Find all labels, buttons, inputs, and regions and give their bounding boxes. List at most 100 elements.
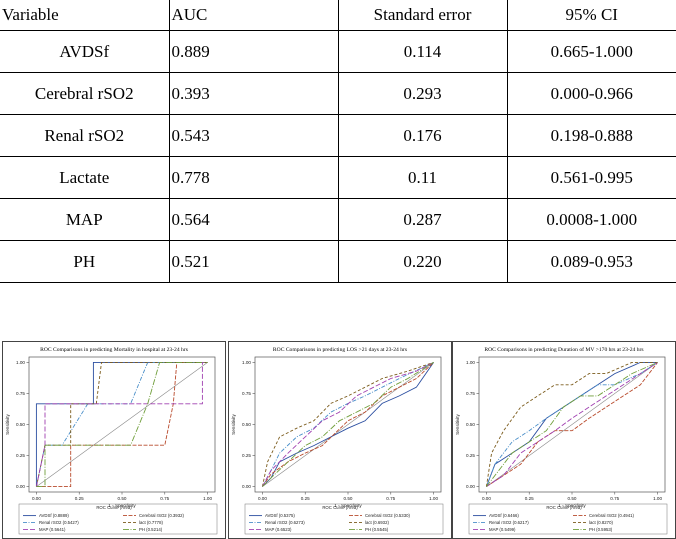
- legend-entry: PH (0.5545): [365, 527, 389, 532]
- y-tick-label: 0.00: [242, 484, 251, 489]
- y-tick-label: 0.00: [16, 484, 25, 489]
- cell-auc: 0.393: [168, 72, 339, 115]
- header-ci: 95% CI: [506, 0, 676, 31]
- cell-auc: 0.889: [168, 30, 339, 73]
- x-axis-label: 1 - Specificity: [108, 503, 136, 508]
- x-tick-label: 0.25: [301, 496, 310, 501]
- x-tick-label: 0.50: [344, 496, 353, 501]
- legend-entry: lact (0.7778): [139, 520, 163, 525]
- x-tick-label: 1.00: [653, 496, 662, 501]
- y-axis-label: Sensitivity: [5, 413, 10, 434]
- legend-entry: MAP (0.5641): [39, 527, 66, 532]
- roc-chart-los: ROC Comparisons in predicting LOS >21 da…: [228, 341, 452, 539]
- y-tick-label: 0.75: [16, 391, 25, 396]
- table-row: PH 0.521 0.220 0.089-0.953: [0, 240, 676, 283]
- y-tick-label: 0.50: [466, 422, 475, 427]
- y-axis-label: Sensitivity: [231, 413, 236, 434]
- x-tick-label: 0.50: [568, 496, 577, 501]
- legend-entry: Renal rSO2 (0.6217): [489, 520, 529, 525]
- legend-entry: Cerebral rSO2 (0.3932): [139, 513, 184, 518]
- roc-curve-line: [36, 361, 208, 488]
- legend-entry: Renal rSO2 (0.5427): [39, 520, 79, 525]
- chart-title: ROC Comparisons in predicting LOS >21 da…: [273, 347, 407, 353]
- y-tick-label: 0.25: [16, 453, 25, 458]
- cell-variable: MAP: [0, 198, 170, 241]
- cell-standard-error: 0.287: [337, 198, 508, 241]
- y-tick-label: 0.00: [466, 484, 475, 489]
- x-axis-label: 1 - Specificity: [558, 503, 586, 508]
- y-tick-label: 0.50: [242, 422, 251, 427]
- roc-chart-svg: ROC Comparisons in predicting Mortality …: [5, 347, 218, 535]
- x-tick-label: 0.00: [32, 496, 41, 501]
- header-auc: AUC: [168, 0, 339, 31]
- cell-variable: AVDSf: [0, 30, 170, 73]
- legend-entry: Renal rSO2 (0.6273): [265, 520, 305, 525]
- roc-curve-line: [486, 362, 658, 487]
- y-tick-label: 1.00: [466, 360, 475, 365]
- table-row: Renal rSO2 0.543 0.176 0.198-0.888: [0, 114, 676, 157]
- y-tick-label: 0.25: [466, 453, 475, 458]
- y-tick-label: 0.50: [16, 422, 25, 427]
- roc-curve-line: [485, 361, 658, 487]
- legend-entry: Cerebral rSO2 (0.5330): [365, 513, 410, 518]
- legend-entry: AVDSf (0.6466): [489, 513, 519, 518]
- roc-curve-line: [35, 361, 208, 487]
- cell-ci: 0.665-1.000: [506, 30, 676, 73]
- cell-auc: 0.521: [168, 240, 339, 283]
- header-variable: Variable: [0, 0, 170, 31]
- table-header-row: Variable AUC Standard error 95% CI: [0, 0, 676, 31]
- cell-auc: 0.543: [168, 114, 339, 157]
- x-tick-label: 0.25: [75, 496, 84, 501]
- roc-curve-line: [262, 362, 434, 487]
- cell-auc: 0.564: [168, 198, 339, 241]
- cell-auc: 0.778: [168, 156, 339, 199]
- roc-curve-line: [261, 361, 434, 487]
- x-tick-label: 0.75: [386, 496, 395, 501]
- legend-title: ROC Curve (Area): [322, 505, 358, 510]
- legend-entry: lact (0.6932): [365, 520, 389, 525]
- y-tick-label: 0.25: [242, 453, 251, 458]
- x-tick-label: 1.00: [203, 496, 212, 501]
- cell-standard-error: 0.176: [337, 114, 508, 157]
- roc-curve-line: [486, 362, 658, 487]
- reference-diagonal: [36, 362, 208, 487]
- x-tick-label: 0.75: [610, 496, 619, 501]
- legend-entry: Cerebral rSO2 (0.4941): [589, 513, 634, 518]
- cell-standard-error: 0.114: [337, 30, 508, 73]
- cell-ci: 0.000-0.966: [506, 72, 676, 115]
- cell-variable: Renal rSO2: [0, 114, 170, 157]
- legend-entry: MAP (0.5499): [489, 527, 516, 532]
- legend-entry: PH (0.5953): [589, 527, 613, 532]
- cell-ci: 0.561-0.995: [506, 156, 676, 199]
- x-tick-label: 0.50: [118, 496, 127, 501]
- roc-chart-mortality: ROC Comparisons in predicting Mortality …: [2, 341, 226, 539]
- table-row: MAP 0.564 0.287 0.0008-1.000: [0, 198, 676, 241]
- legend-entry: MAP (0.6523): [265, 527, 292, 532]
- legend-box: [244, 503, 444, 535]
- table-row: Lactate 0.778 0.11 0.561-0.995: [0, 156, 676, 199]
- reference-diagonal: [262, 362, 434, 487]
- chart-title: ROC Comparisons in predicting Duration o…: [484, 346, 643, 353]
- table-row: AVDSf 0.889 0.114 0.665-1.000: [0, 30, 676, 73]
- cell-ci: 0.198-0.888: [506, 114, 676, 157]
- roc-chart-svg: ROC Comparisons in predicting Duration o…: [455, 346, 668, 535]
- y-axis-label: Sensitivity: [455, 413, 460, 434]
- x-tick-label: 0.00: [258, 496, 267, 501]
- legend-entry: PH (0.5214): [139, 527, 163, 532]
- results-table: Variable AUC Standard error 95% CI AVDSf…: [0, 0, 676, 283]
- cell-standard-error: 0.11: [337, 156, 508, 199]
- roc-curve-line: [262, 362, 434, 487]
- chart-title: ROC Comparisons in predicting Mortality …: [40, 347, 188, 353]
- roc-curve-line: [262, 361, 434, 487]
- roc-chart-svg: ROC Comparisons in predicting LOS >21 da…: [231, 347, 444, 535]
- legend-box: [468, 503, 668, 535]
- x-tick-label: 0.75: [160, 496, 169, 501]
- y-tick-label: 1.00: [242, 360, 251, 365]
- table-row: Cerebral rSO2 0.393 0.293 0.000-0.966: [0, 72, 676, 115]
- x-tick-label: 0.00: [482, 496, 491, 501]
- roc-curve-line: [486, 361, 658, 487]
- cell-standard-error: 0.220: [337, 240, 508, 283]
- legend-box: [18, 503, 218, 535]
- reference-diagonal: [486, 362, 658, 487]
- x-tick-label: 0.25: [525, 496, 534, 501]
